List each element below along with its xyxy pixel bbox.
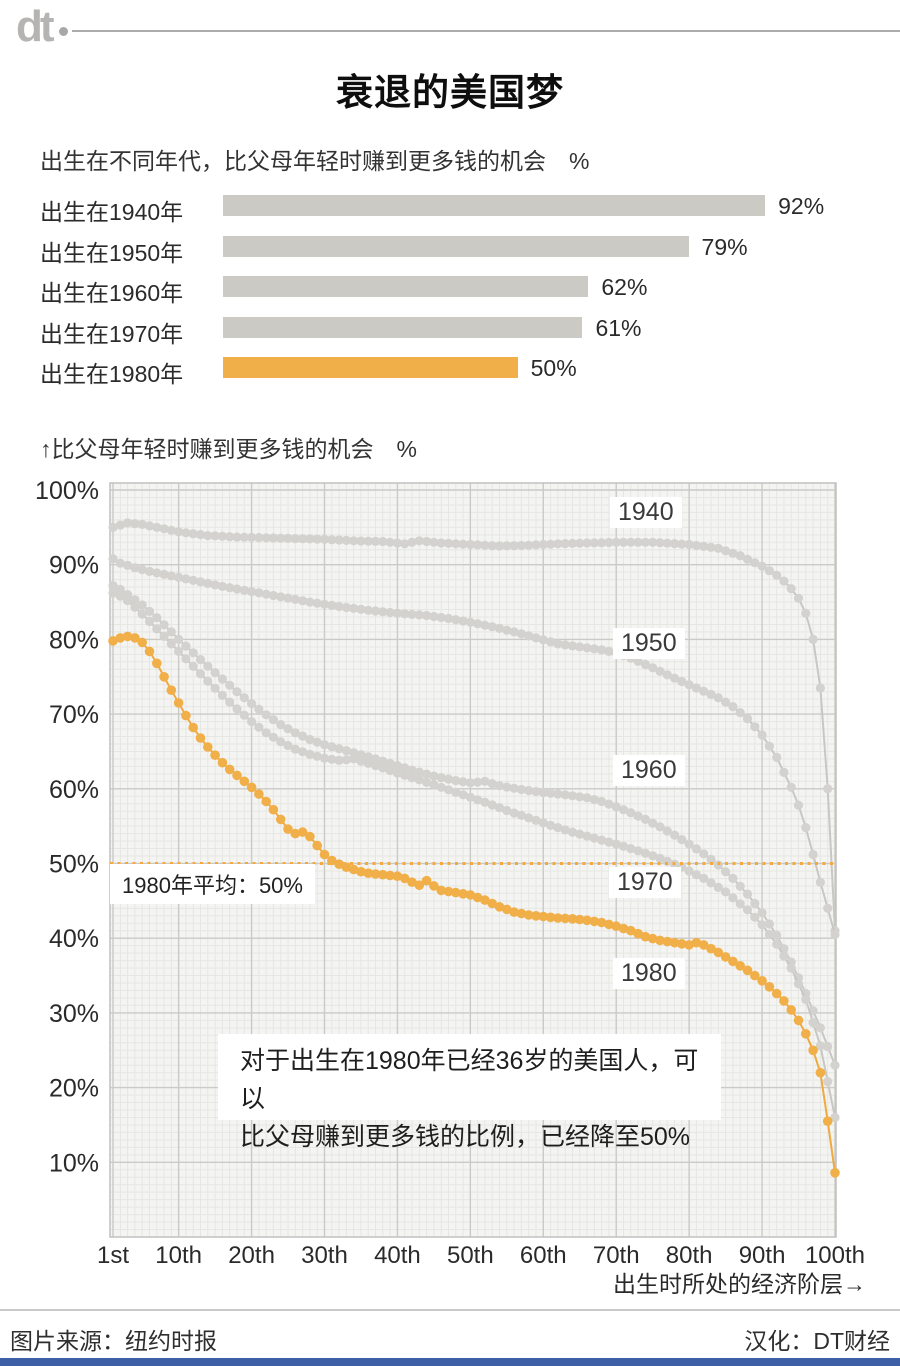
svg-text:50%: 50% <box>49 851 99 879</box>
series-1940 <box>108 518 840 936</box>
avg-line-label: 1980年平均：50% <box>110 864 315 904</box>
series-1960 <box>108 581 840 1070</box>
bar-value: 79% <box>701 234 748 260</box>
svg-text:40th: 40th <box>374 1242 421 1269</box>
svg-text:90th: 90th <box>739 1242 786 1269</box>
annotation-box: 对于出生在1980年已经36岁的美国人，可以 比父母赚到更多钱的比例，已经降至5… <box>218 1034 721 1151</box>
svg-text:80th: 80th <box>666 1242 713 1269</box>
header-rule <box>72 30 900 32</box>
bar-row-label: 出生在1960年 <box>40 280 184 306</box>
bar-row: 出生在1980年 50% <box>0 347 900 388</box>
bar-row-label: 出生在1980年 <box>40 361 184 387</box>
series-1980 <box>108 631 840 1178</box>
svg-text:100th: 100th <box>805 1242 865 1269</box>
svg-text:90%: 90% <box>49 552 99 580</box>
svg-text:60th: 60th <box>520 1242 567 1269</box>
series-label-1960: 1960 <box>613 755 685 786</box>
series-label-1980: 1980 <box>613 958 685 989</box>
bar-row: 出生在1940年 92% <box>0 185 900 226</box>
svg-text:10%: 10% <box>49 1149 99 1177</box>
page-title: 衰退的美国梦 <box>336 72 564 113</box>
svg-text:30th: 30th <box>301 1242 348 1269</box>
footer-brand-bar <box>0 1358 900 1366</box>
bar-row: 出生在1950年 79% <box>0 226 900 267</box>
series-label-1970: 1970 <box>609 867 681 898</box>
svg-text:70th: 70th <box>593 1242 640 1269</box>
bar-fill-1970 <box>223 317 583 338</box>
svg-text:100%: 100% <box>35 477 99 505</box>
bar-row-label: 出生在1940年 <box>40 199 184 225</box>
bar-row-label: 出生在1950年 <box>40 240 184 266</box>
svg-text:20th: 20th <box>228 1242 275 1269</box>
svg-text:30%: 30% <box>49 1000 99 1028</box>
bar-fill-1960 <box>223 276 589 297</box>
bar-chart: 出生在1940年 92% 出生在1950年 79% 出生在1960年 62% 出… <box>0 185 900 390</box>
svg-text:1st: 1st <box>97 1242 129 1269</box>
dt-logo: dt <box>16 2 54 51</box>
series-1970 <box>108 588 840 1123</box>
svg-text:40%: 40% <box>49 925 99 953</box>
bar-row: 出生在1970年 61% <box>0 307 900 348</box>
x-axis-title: 出生时所处的经济阶层→ <box>613 1271 866 1297</box>
svg-text:80%: 80% <box>49 626 99 654</box>
svg-text:50th: 50th <box>447 1242 494 1269</box>
y-axis-title: ↑比父母年轻时赚到更多钱的机会 % <box>40 436 417 462</box>
footer-divider <box>0 1309 900 1311</box>
series-1950 <box>108 554 840 940</box>
annotation-line-1: 对于出生在1980年已经36岁的美国人，可以 <box>240 1047 699 1113</box>
svg-text:20%: 20% <box>49 1075 99 1103</box>
bar-chart-title: 出生在不同年代，比父母年轻时赚到更多钱的机会 % <box>40 148 590 174</box>
bar-value: 92% <box>778 193 825 219</box>
series-label-1940: 1940 <box>610 497 682 528</box>
bar-fill-1940 <box>223 195 766 216</box>
y-tick-labels: 100% 90% 80% 70% 60% 50% 40% 30% 20% 10% <box>35 477 99 1177</box>
bar-fill-1950 <box>223 236 689 257</box>
bar-row-label: 出生在1970年 <box>40 321 184 347</box>
bar-value: 61% <box>595 315 642 341</box>
x-tick-labels: 1st 10th 20th 30th 40th 50th 60th 70th 80th 90th 1… <box>97 1242 865 1269</box>
series-label-1950: 1950 <box>613 628 685 659</box>
svg-text:60%: 60% <box>49 776 99 804</box>
bar-row: 出生在1960年 62% <box>0 266 900 307</box>
bar-value: 62% <box>601 274 648 300</box>
logo-dot-icon <box>59 27 68 36</box>
svg-text:10th: 10th <box>155 1242 202 1269</box>
plot-border <box>109 482 837 1238</box>
bar-value: 50% <box>530 355 577 381</box>
footer-source: 图片来源：纽约时报 <box>10 1328 217 1354</box>
annotation-line-2: 比父母赚到更多钱的比例，已经降至50% <box>240 1123 691 1151</box>
svg-text:70%: 70% <box>49 701 99 729</box>
bar-fill-1980 <box>223 357 518 378</box>
footer-credit: 汉化：DT财经 <box>744 1328 890 1354</box>
